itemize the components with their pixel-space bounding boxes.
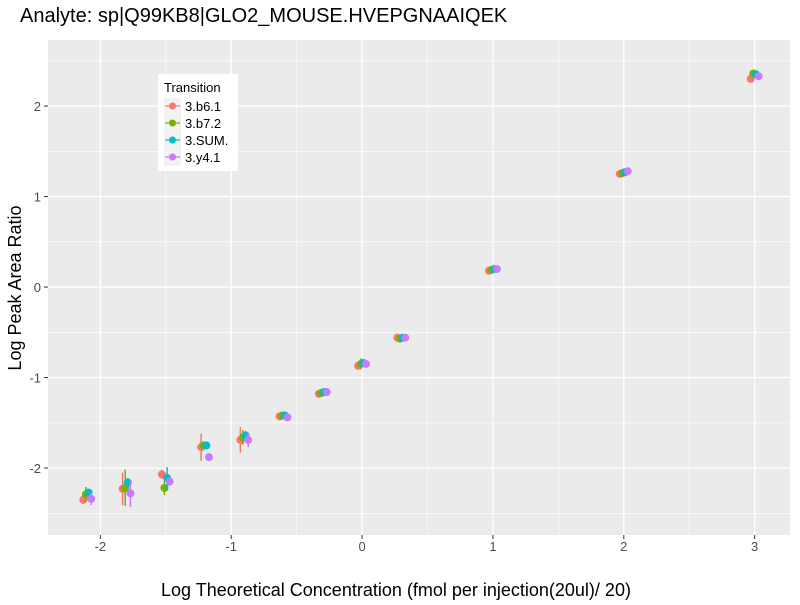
y-tick-label: 0: [34, 280, 41, 295]
data-point: [754, 72, 763, 81]
x-tick-label: 1: [489, 539, 496, 554]
legend-point: [169, 136, 176, 144]
x-axis-label: Log Theoretical Concentration (fmol per …: [161, 580, 631, 600]
x-tick-label: 2: [620, 539, 627, 554]
legend-label: 3.y4.1: [185, 150, 220, 165]
y-axis-label: Log Peak Area Ratio: [5, 205, 25, 370]
x-tick-label: 0: [358, 539, 365, 554]
legend-point: [169, 102, 176, 110]
legend-point: [169, 153, 176, 161]
legend-label: 3.b6.1: [185, 99, 221, 114]
data-point: [165, 477, 174, 486]
y-tick-label: -1: [29, 371, 41, 386]
legend-label: 3.b7.2: [185, 116, 221, 131]
x-tick-label: -1: [225, 539, 237, 554]
x-tick-label: 3: [751, 539, 758, 554]
data-point: [204, 453, 213, 462]
data-point: [244, 435, 253, 444]
data-point: [283, 413, 292, 422]
data-point: [87, 494, 96, 503]
chart-title: Analyte: sp|Q99KB8|GLO2_MOUSE.HVEPGNAAIQ…: [20, 5, 508, 27]
data-point: [362, 359, 370, 368]
y-tick-label: -2: [29, 461, 41, 476]
legend-title: Transition: [164, 80, 221, 95]
data-point: [492, 264, 501, 273]
data-point: [322, 388, 331, 397]
data-point: [401, 333, 410, 342]
legend-point: [169, 119, 176, 127]
x-tick-label: -2: [95, 539, 107, 554]
legend-label: 3.SUM.: [185, 133, 228, 148]
data-point: [202, 441, 211, 450]
y-tick-label: 2: [34, 99, 41, 114]
data-point: [623, 167, 632, 176]
legend: Transition 3.b6.1 3.b7.2 3.SUM. 3.y4.1: [158, 74, 238, 171]
data-point: [126, 489, 135, 498]
y-tick-label: 1: [34, 190, 41, 205]
